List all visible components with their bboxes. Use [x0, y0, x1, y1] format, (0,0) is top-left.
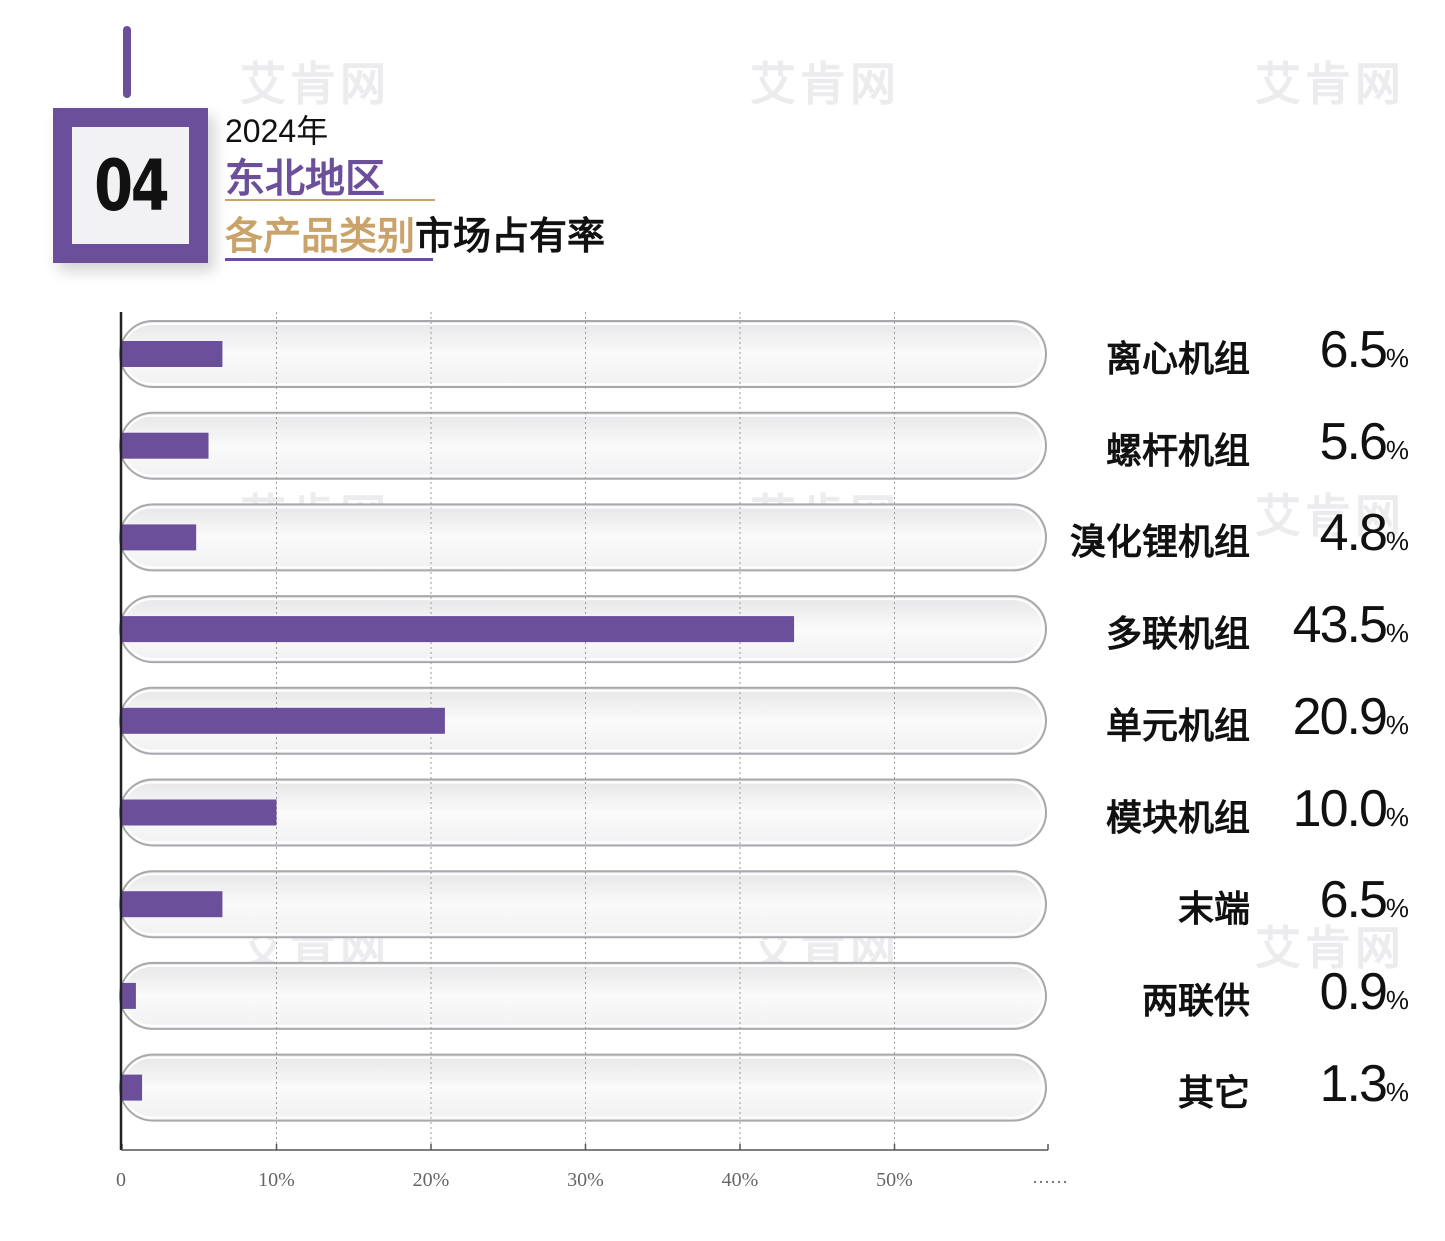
value-unit: %: [1385, 526, 1409, 557]
chart-title-rest: 市场占有率: [415, 214, 606, 258]
watermark: 艾肯网: [750, 57, 900, 111]
section-number: 04: [93, 144, 170, 227]
value-number: 1.3: [1319, 1054, 1388, 1113]
value-unit: %: [1385, 343, 1409, 373]
category-label: 模块机组: [1105, 796, 1250, 839]
value-unit: %: [1385, 984, 1409, 1015]
value-number: 6.5: [1319, 321, 1388, 379]
accent-line: [123, 26, 131, 98]
bar: [122, 524, 197, 551]
bar: [122, 707, 445, 734]
category-label: 其它: [1177, 1071, 1250, 1114]
value-number: 20.9: [1292, 687, 1388, 746]
title-region: 东北地区: [225, 156, 385, 202]
value-number: 43.5: [1292, 596, 1388, 655]
value-number: 0.9: [1319, 962, 1388, 1021]
title-year: 2024年: [225, 113, 329, 149]
x-tick-label: 20%: [413, 1169, 450, 1191]
value-unit: %: [1385, 434, 1409, 465]
section-badge: 04: [53, 108, 208, 263]
bar: [122, 432, 209, 459]
bar-track: [119, 870, 1047, 939]
category-label: 单元机组: [1105, 704, 1250, 747]
section-badge-inner: 04: [72, 127, 189, 244]
bar: [122, 341, 223, 367]
bar-track: [119, 411, 1047, 480]
chart-title-highlight: 各产品类别: [225, 214, 416, 258]
x-tick-label: 40%: [722, 1169, 759, 1191]
value-unit: %: [1385, 1076, 1409, 1107]
watermark: 艾肯网: [240, 57, 390, 111]
value-label: 4.8%: [1320, 503, 1409, 563]
value-label: 1.3%: [1320, 1054, 1409, 1114]
watermark: 艾肯网: [1255, 57, 1405, 111]
value-number: 10.0: [1292, 779, 1388, 838]
x-tick-label: 10%: [258, 1169, 295, 1191]
bar: [122, 799, 277, 826]
bar-track: [119, 961, 1047, 1030]
category-label: 溴化锂机组: [1069, 521, 1250, 564]
bar-track: [119, 503, 1047, 572]
value-label: 43.5%: [1293, 595, 1409, 655]
x-axis-continuation: ……: [1032, 1167, 1068, 1187]
value-number: 5.6: [1319, 412, 1388, 471]
watermark: 艾肯网: [1255, 921, 1405, 975]
category-label: 末端: [1177, 888, 1250, 931]
value-label: 10.0%: [1293, 779, 1409, 839]
x-tick-label: 0: [116, 1169, 126, 1191]
bar: [122, 1074, 143, 1101]
chart-title: 各产品类别市场占有率: [225, 205, 605, 260]
value-unit: %: [1385, 801, 1409, 832]
value-unit: %: [1385, 893, 1409, 924]
category-label: 两联供: [1141, 979, 1250, 1022]
value-unit: %: [1385, 709, 1409, 740]
value-label: 0.9%: [1320, 962, 1409, 1022]
value-unit: %: [1385, 618, 1409, 649]
value-label: 20.9%: [1293, 687, 1409, 747]
bar: [122, 616, 795, 643]
bar-track: [119, 320, 1047, 388]
bar: [122, 891, 223, 918]
watermark: 艾肯网: [1255, 489, 1405, 543]
value-label: 5.6%: [1320, 412, 1409, 472]
value-number: 4.8: [1319, 504, 1388, 563]
category-label: 螺杆机组: [1105, 429, 1250, 472]
title-divider: [225, 199, 435, 201]
category-label: 多联机组: [1105, 613, 1250, 656]
value-label: 6.5%: [1320, 320, 1409, 380]
x-tick-label: 30%: [567, 1169, 604, 1191]
bar-track: [119, 1053, 1047, 1122]
bar: [122, 982, 136, 1009]
title-underline: [225, 258, 433, 261]
value-label: 6.5%: [1320, 870, 1409, 930]
category-label: 离心机组: [1105, 338, 1250, 380]
x-tick-label: 50%: [876, 1169, 913, 1191]
value-number: 6.5: [1319, 871, 1388, 930]
